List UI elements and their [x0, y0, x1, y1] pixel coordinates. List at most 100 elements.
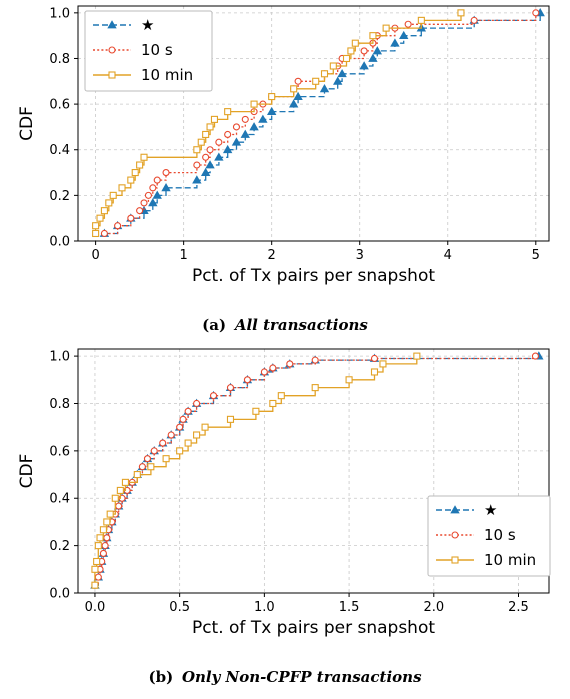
- legend-marker: [108, 71, 116, 79]
- data-point: [399, 30, 409, 40]
- data-point: [260, 368, 268, 376]
- data-point: [329, 62, 337, 70]
- data-point: [176, 447, 184, 455]
- data-point: [149, 184, 157, 192]
- data-point: [193, 399, 201, 408]
- data-point: [131, 169, 139, 177]
- legend-marker: [108, 46, 116, 54]
- data-point: [179, 415, 187, 423]
- legend-label: ★: [484, 501, 497, 519]
- y-tick-label: 0.0: [49, 235, 70, 250]
- data-point: [294, 77, 302, 85]
- data-point: [103, 534, 111, 542]
- data-point: [370, 368, 379, 376]
- data-point: [413, 352, 421, 360]
- data-point: [457, 9, 465, 17]
- data-point: [312, 77, 320, 85]
- data-point: [269, 364, 277, 372]
- series-2: [92, 9, 465, 238]
- legend-box: [84, 10, 213, 92]
- data-point: [351, 39, 359, 47]
- data-point: [417, 16, 425, 24]
- data-point: [240, 129, 250, 138]
- x-axis-label: Pct. of Tx pairs per snapshot: [192, 266, 435, 286]
- plot-frame: [77, 348, 550, 594]
- legend-label: 10 min: [484, 551, 536, 569]
- data-point: [147, 463, 155, 471]
- legend-label: ★: [141, 16, 154, 34]
- legend: ★ 10 s 10 min: [427, 495, 551, 577]
- data-point: [206, 123, 214, 131]
- y-axis-label: CDF: [17, 106, 37, 141]
- data-point: [115, 502, 123, 510]
- x-tick-label: 0.5: [169, 600, 190, 615]
- y-tick-label: 1.0: [49, 6, 70, 21]
- data-point: [333, 76, 343, 85]
- data-point: [100, 229, 108, 238]
- y-tick-label: 0.6: [49, 98, 70, 113]
- legend-label: 10 s: [141, 41, 173, 59]
- data-point: [202, 130, 210, 139]
- data-point: [532, 9, 540, 17]
- legend-marker: [107, 20, 117, 29]
- chart-panel-a: 0 1 2 3 4 5 0.0 0.2 0.4 0.6 0.8 1.0 Pct. of Tx pairs…: [17, 5, 550, 286]
- data-point: [116, 486, 124, 494]
- data-point: [250, 100, 258, 108]
- data-point: [531, 352, 539, 360]
- data-point: [202, 153, 210, 161]
- data-point: [382, 24, 390, 32]
- data-point: [167, 431, 175, 439]
- data-point: [197, 138, 205, 146]
- x-tick-label: 1: [180, 248, 188, 263]
- data-point: [206, 146, 214, 154]
- data-point: [105, 199, 113, 207]
- data-point: [92, 229, 100, 238]
- data-point: [161, 183, 171, 192]
- data-point: [252, 407, 260, 415]
- data-point: [138, 463, 146, 471]
- legend-marker: [451, 556, 459, 564]
- data-point: [345, 376, 353, 384]
- data-point: [176, 423, 184, 431]
- legend-label: 10 s: [484, 526, 516, 544]
- data-point: [184, 439, 192, 447]
- chart-panel-b: 0.0 0.5 1.0 1.5 2.0 2.5 0.0 0.2 0.4 0.6 0.8 1.0 Pct.…: [17, 348, 551, 638]
- data-point: [266, 106, 277, 116]
- data-point: [311, 384, 319, 392]
- data-point: [111, 494, 119, 502]
- data-point: [133, 471, 141, 479]
- data-point: [277, 392, 285, 400]
- data-point: [127, 176, 135, 184]
- legend-box: [427, 495, 551, 577]
- data-point: [379, 360, 387, 368]
- data-point: [96, 534, 104, 542]
- data-point: [94, 573, 102, 581]
- data-point: [224, 130, 232, 139]
- data-point: [293, 91, 303, 100]
- data-point: [205, 160, 215, 169]
- series-2: [91, 352, 421, 589]
- y-tick-label: 0.6: [49, 444, 70, 459]
- legend-label: 10 min: [141, 66, 193, 84]
- x-tick-label: 4: [444, 248, 452, 263]
- x-tick-label: 0.0: [85, 600, 106, 615]
- data-point: [136, 207, 144, 215]
- data-point: [114, 222, 122, 230]
- legend-marker: [450, 505, 460, 514]
- y-tick-label: 0.2: [49, 189, 70, 204]
- data-point: [269, 399, 277, 408]
- data-point: [320, 70, 329, 78]
- x-tick-label: 2: [268, 248, 276, 263]
- data-point: [470, 16, 478, 24]
- caption-b-label: (b): [148, 668, 173, 686]
- data-point: [193, 161, 201, 169]
- data-point: [140, 153, 148, 161]
- data-point: [127, 214, 135, 222]
- data-point: [209, 392, 218, 400]
- x-tick-label: 1.5: [339, 600, 360, 615]
- y-tick-label: 0.8: [49, 52, 70, 67]
- x-tick-label: 2.5: [508, 600, 529, 615]
- data-point: [347, 47, 355, 55]
- data-point: [231, 137, 242, 146]
- legend-marker: [451, 531, 459, 539]
